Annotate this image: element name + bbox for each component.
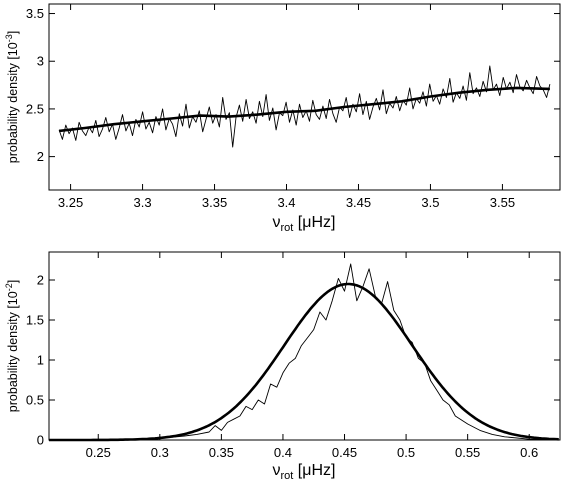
- top-chart: 3.25 3.3 3.35 3.4 3.45 3.5 3.55 2 2.5 3 3.5 νrot […: [4, 3, 561, 234]
- y-tick-label: 3.5: [26, 6, 44, 21]
- bottom-x-axis-title: νrot [μHz]: [273, 462, 336, 482]
- top-series-layer: [58, 65, 551, 148]
- y-tick-label: 0: [37, 433, 44, 448]
- y-tick-label: 0.5: [26, 393, 44, 408]
- top-plot-frame: [48, 3, 561, 191]
- x-tick-label: 0.45: [332, 445, 357, 460]
- y-tick-label: 2: [37, 149, 44, 164]
- x-tick-label: 3.3: [134, 195, 152, 210]
- bottom-chart: 0.25 0.3 0.35 0.4 0.45 0.5 0.55 0.6 0 0.5 1 1.5 2 νr…: [4, 251, 561, 482]
- bottom-series-layer: [49, 263, 561, 442]
- y-tick-label: 1: [37, 353, 44, 368]
- bottom-series-smooth-line: [49, 282, 559, 442]
- bottom-y-axis-title: probability density [10-2]: [4, 280, 20, 412]
- x-tick-label: 0.3: [151, 445, 169, 460]
- top-series-noisy-line: [58, 65, 551, 148]
- x-tick-label: 3.25: [58, 195, 83, 210]
- y-tick-label: 2.5: [26, 101, 44, 116]
- bottom-plot-frame: [48, 251, 561, 441]
- top-series-smooth-line: [58, 86, 550, 133]
- top-x-axis-title: νrot [μHz]: [273, 214, 336, 234]
- x-tick-label: 3.5: [421, 195, 439, 210]
- top-ticks-layer: 3.25 3.3 3.35 3.4 3.45 3.5 3.55 2 2.5 3 3.5: [26, 4, 560, 210]
- y-tick-label: 3: [37, 54, 44, 69]
- x-tick-label: 0.5: [397, 445, 415, 460]
- x-tick-label: 3.45: [346, 195, 371, 210]
- x-tick-label: 0.55: [455, 445, 480, 460]
- x-tick-label: 3.55: [490, 195, 515, 210]
- top-y-axis-title: probability density [10-3]: [4, 31, 20, 163]
- x-tick-label: 0.4: [274, 445, 292, 460]
- bottom-ticks-layer: 0.25 0.3 0.35 0.4 0.45 0.5 0.55 0.6 0 0.5 1 1.5 2: [26, 252, 560, 460]
- y-tick-label: 2: [37, 273, 44, 288]
- x-tick-label: 0.25: [86, 445, 111, 460]
- x-tick-label: 3.4: [277, 195, 295, 210]
- x-tick-label: 0.35: [209, 445, 234, 460]
- x-tick-label: 3.35: [202, 195, 227, 210]
- bottom-series-noisy-line: [61, 263, 561, 441]
- y-tick-label: 1.5: [26, 313, 44, 328]
- x-tick-label: 0.6: [520, 445, 538, 460]
